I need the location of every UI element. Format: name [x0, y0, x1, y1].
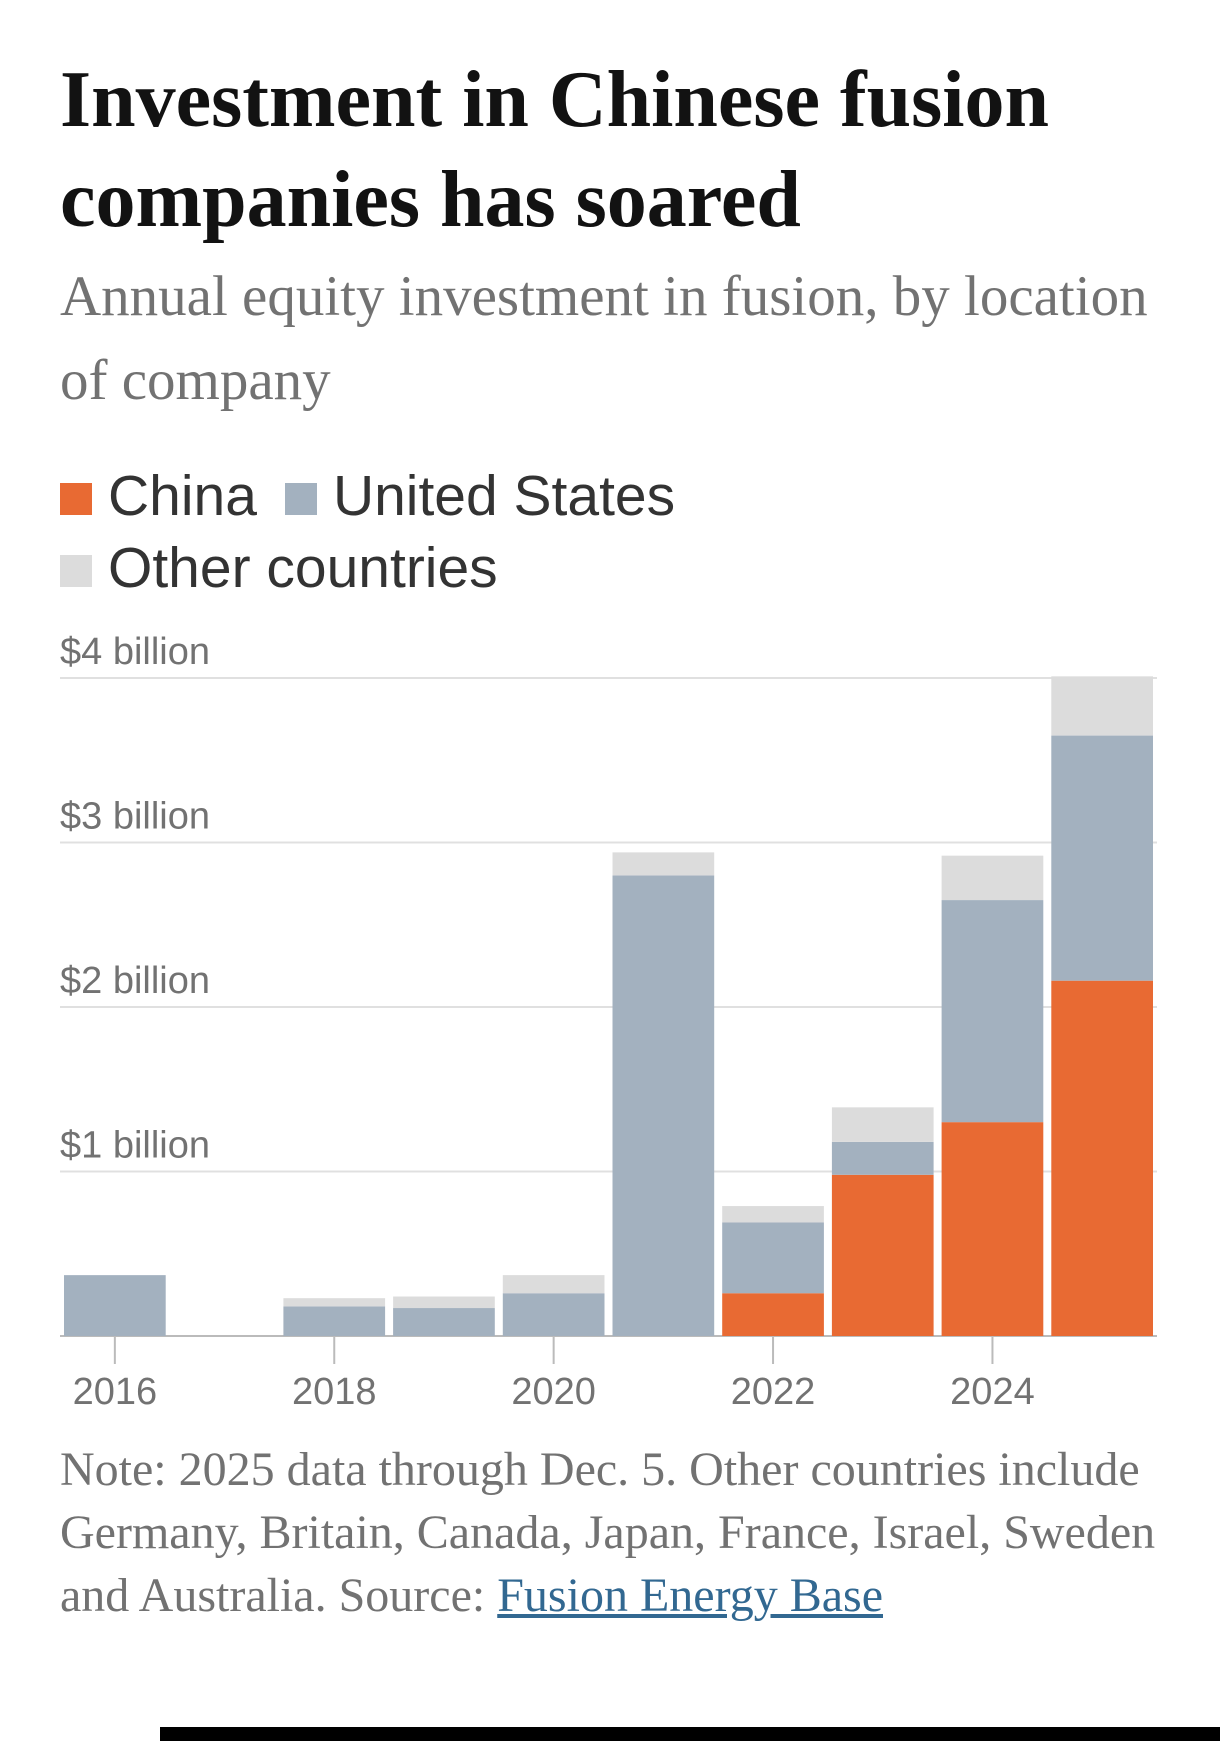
bar-segment [831, 1107, 934, 1142]
chart: $1 billion $2 billion $3 billion $4 billion… [60, 631, 1157, 1413]
x-tick-label: 2024 [950, 1371, 1035, 1413]
y-tick-label: $2 billion [60, 960, 210, 1002]
bar-segment [612, 875, 715, 1336]
legend-item: Other countries [60, 532, 498, 604]
bar-segment [283, 1298, 386, 1307]
y-tick-label: $1 billion [60, 1125, 210, 1167]
note-text: Note: 2025 data through Dec. 5. Other co… [60, 1443, 1156, 1622]
bottom-bar [160, 1727, 1220, 1741]
legend-swatch [60, 483, 92, 515]
bar-segment [393, 1296, 495, 1309]
bar-segment [1051, 676, 1153, 736]
legend-swatch [284, 483, 317, 515]
legend-label: China [108, 464, 257, 528]
bar-segment [502, 1293, 605, 1336]
y-tick-label: $4 billion [60, 631, 210, 673]
bar-segment [1051, 735, 1153, 981]
y-tick-label: $3 billion [60, 796, 210, 838]
source-link[interactable]: Fusion Energy Base [497, 1569, 883, 1622]
bar-segment [722, 1222, 824, 1294]
bar-segment [941, 900, 1044, 1123]
legend-item: China [60, 460, 257, 532]
bar-segment [831, 1141, 934, 1175]
x-tick-label: 2018 [292, 1371, 377, 1413]
bar-segment [283, 1306, 386, 1336]
bar-segment [612, 852, 715, 876]
bar-segment [502, 1275, 605, 1294]
bar-segment [393, 1308, 495, 1336]
bar-segment [722, 1206, 824, 1223]
x-tick-label: 2020 [511, 1371, 596, 1413]
bar-segment [64, 1275, 166, 1336]
bar-segment [722, 1293, 824, 1336]
legend-label: Other countries [108, 536, 498, 600]
legend: China United States Other countries [60, 460, 820, 604]
note: Note: 2025 data through Dec. 5. Other co… [60, 1438, 1170, 1627]
x-tick-label: 2022 [731, 1371, 816, 1413]
legend-swatch [60, 555, 92, 587]
chart-title: Investment in Chinese fusion companies h… [60, 56, 1050, 244]
bar-segment [831, 1174, 934, 1336]
bar-segment [1051, 980, 1153, 1336]
legend-item: United States [284, 460, 676, 532]
chart-subtitle: Annual equity investment in fusion, by l… [60, 265, 1148, 412]
bar-segment [941, 1122, 1044, 1336]
x-tick-label: 2016 [73, 1371, 158, 1413]
legend-label: United States [332, 464, 676, 528]
bar-segment [941, 855, 1044, 901]
